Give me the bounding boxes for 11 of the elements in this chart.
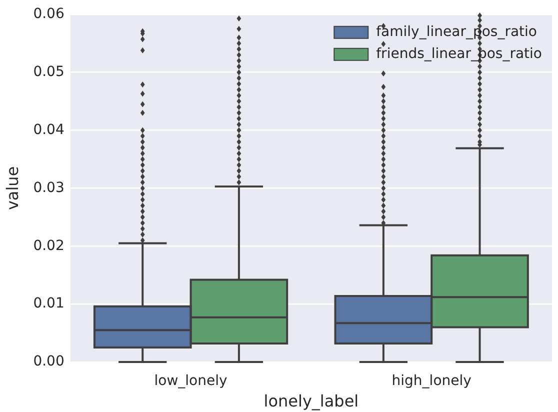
- y-tick-label: 0.02: [33, 238, 64, 254]
- y-tick-label: 0.04: [33, 122, 64, 138]
- y-tick-label: 0.01: [33, 296, 64, 312]
- x-axis-title: lonely_label: [264, 392, 359, 411]
- y-tick-label: 0.05: [33, 64, 64, 80]
- y-tick-label: 0.03: [33, 180, 64, 196]
- x-tick-label: high_lonely: [392, 373, 472, 390]
- y-tick-label: 0.06: [33, 6, 64, 22]
- y-tick-label: 0.00: [33, 354, 64, 370]
- y-axis-title: value: [2, 166, 22, 210]
- x-tick-label: low_lonely: [154, 373, 228, 390]
